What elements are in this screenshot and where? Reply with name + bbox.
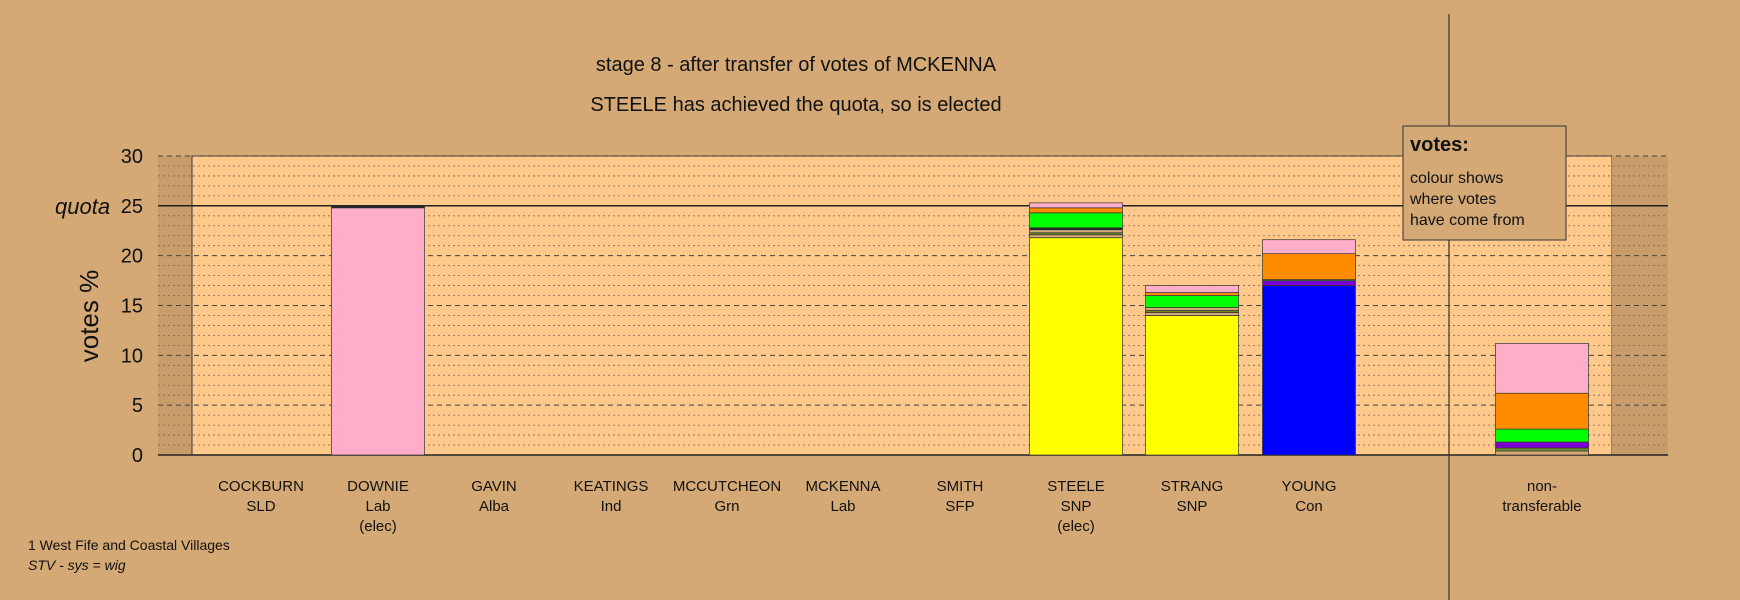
candidate-party-label: Ind — [601, 498, 622, 515]
bar-segment — [1495, 441, 1589, 449]
chart-subtitle: STEELE has achieved the quota, so is ele… — [590, 94, 1001, 116]
candidate-name-label: MCKENNA — [805, 478, 880, 495]
bar-segment — [1145, 307, 1239, 311]
candidate-name-label: COCKBURN — [218, 478, 304, 495]
bar-segment — [1495, 343, 1589, 394]
legend-box — [1402, 125, 1567, 241]
bar-segment — [1145, 315, 1239, 456]
bars-group — [331, 202, 1589, 456]
y-tick-label: 5 — [132, 395, 143, 417]
bar-segment — [1495, 447, 1589, 452]
candidate-party-label: Lab — [830, 498, 855, 515]
legend: votes: colour shows where votes have com… — [1402, 125, 1567, 241]
bar-segment — [1145, 285, 1239, 293]
y-tick-labels: 0 5 10 15 20 25 30 — [121, 146, 143, 467]
candidate-name-label: DOWNIE — [347, 478, 409, 495]
bar-segment — [331, 205, 425, 209]
bar-segment — [1145, 312, 1239, 316]
candidate-name-label: non- — [1527, 478, 1557, 495]
bar-segment — [1262, 285, 1356, 456]
candidate-status-label: (elec) — [359, 518, 397, 535]
candidate-party-label: SLD — [246, 498, 275, 515]
candidate-name-label: MCCUTCHEON — [673, 478, 781, 495]
candidate-party-label: SFP — [945, 498, 974, 515]
y-tick-label: 25 — [121, 196, 143, 218]
bar-segment — [331, 207, 425, 456]
bar-segment — [1262, 280, 1356, 286]
bar-segment — [1029, 202, 1123, 209]
candidate-name-label: GAVIN — [471, 478, 517, 495]
bar-segment — [1029, 207, 1123, 214]
y-tick-label: 10 — [121, 345, 143, 367]
y-tick-label: 0 — [132, 445, 143, 467]
candidate-labels: COCKBURN SLD DOWNIE Lab (elec) GAVIN Alba KEATI… — [218, 478, 1582, 535]
bar-segment — [1495, 450, 1589, 456]
candidate-party-label: transferable — [1502, 498, 1581, 515]
candidate-party-label: Grn — [714, 498, 739, 515]
candidate-party-label: Con — [1295, 498, 1323, 515]
footer-constituency: 1 West Fife and Coastal Villages — [28, 537, 230, 553]
quota-label: quota — [55, 194, 110, 219]
bar-segment — [1495, 392, 1589, 430]
bar-segment — [1262, 239, 1356, 255]
y-tick-label: 15 — [121, 296, 143, 318]
legend-title: votes: — [1410, 134, 1469, 156]
chart-title: stage 8 - after transfer of votes of MCK… — [596, 54, 997, 76]
legend-line-2: where votes — [1409, 191, 1496, 208]
bar-segment — [1262, 253, 1356, 280]
candidate-name-label: SMITH — [937, 478, 984, 495]
bar-segment — [1029, 237, 1123, 456]
bar-segment — [1495, 428, 1589, 443]
candidate-name-label: YOUNG — [1281, 478, 1336, 495]
footer-system: STV - sys = wig — [28, 557, 126, 573]
candidate-name-label: STRANG — [1161, 478, 1224, 495]
candidate-party-label: SNP — [1177, 498, 1208, 515]
bar-segment — [1029, 234, 1123, 239]
bar-segment — [1145, 292, 1239, 296]
bar-segment — [1029, 229, 1123, 234]
candidate-party-label: SNP — [1061, 498, 1092, 515]
candidate-party-label: Lab — [365, 498, 390, 515]
bar-segment — [1145, 295, 1239, 308]
candidate-party-label: Alba — [479, 498, 510, 515]
y-tick-label: 30 — [121, 146, 143, 168]
candidate-status-label: (elec) — [1057, 518, 1095, 535]
y-tick-label: 20 — [121, 246, 143, 268]
candidate-name-label: STEELE — [1047, 478, 1105, 495]
legend-line-3: have come from — [1410, 212, 1525, 229]
candidate-name-label: KEATINGS — [574, 478, 649, 495]
y-axis-label: votes % — [74, 270, 104, 363]
legend-line-1: colour shows — [1410, 170, 1503, 187]
bar-segment — [1029, 212, 1123, 229]
